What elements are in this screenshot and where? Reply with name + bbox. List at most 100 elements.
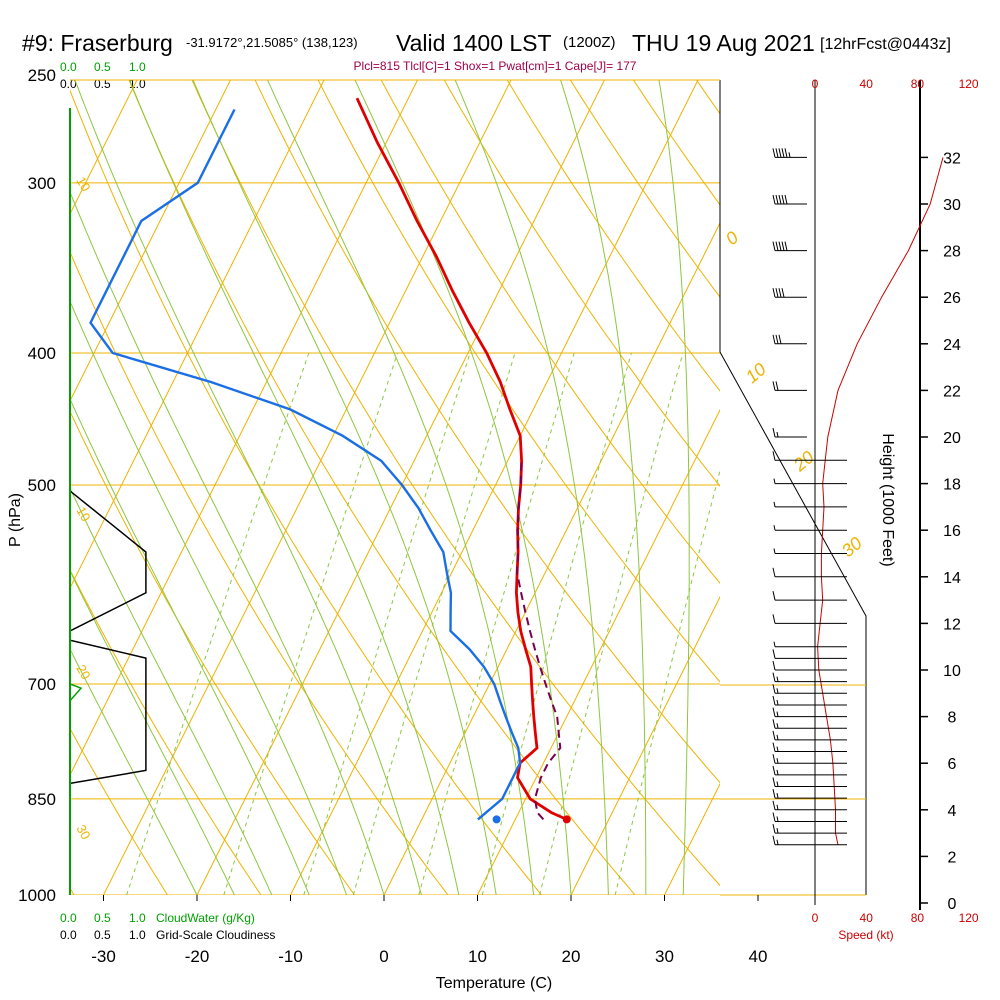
wind-barb-feather xyxy=(778,288,782,298)
wind-barb-feather xyxy=(772,812,776,822)
wind-barb-half-feather xyxy=(773,548,776,554)
wind-barb-feather xyxy=(775,241,779,251)
station-coordinates: -31.9172°,21.5085° (138,123) xyxy=(186,35,358,50)
wind-barb-half-feather xyxy=(776,793,779,799)
isotherm-line xyxy=(570,595,720,895)
wind-barb-half-feather xyxy=(773,478,776,484)
temperature-tick-label: -30 xyxy=(91,947,116,966)
pressure-tick-label: 400 xyxy=(28,344,56,363)
wind-barb-feather xyxy=(772,730,776,741)
wind-barb-half-feather xyxy=(788,152,791,158)
cloudiness-scale-0-bottom: 0.0 xyxy=(60,928,77,942)
wind-barb-feather xyxy=(772,567,776,577)
dry-adiabat-line xyxy=(380,80,720,584)
pressure-tick-label: 700 xyxy=(28,675,56,694)
height-tick-label: 30 xyxy=(943,197,961,214)
height-tick-label: 2 xyxy=(948,849,957,866)
temperature-tick-label: 0 xyxy=(379,947,388,966)
wind-barb-feather xyxy=(784,194,788,205)
temperature-line xyxy=(355,97,568,821)
height-tick-label: 18 xyxy=(943,477,961,494)
wind-barb-feather xyxy=(772,719,776,729)
wind-barb-half-feather xyxy=(776,758,779,764)
wind-barb-feather xyxy=(772,707,776,717)
cloudwater-scale-0-bottom: 0.0 xyxy=(60,911,77,925)
wind-barb-half-feather xyxy=(776,839,779,845)
mixing-ratio-line xyxy=(223,352,398,895)
moist-adiabat-line xyxy=(70,569,235,895)
speed-axis-title: Speed (kt) xyxy=(838,928,893,942)
wind-barb-feather xyxy=(772,765,776,775)
height-tick-label: 24 xyxy=(943,337,961,354)
wind-barb-feather xyxy=(772,241,776,251)
moist-adiabat-line xyxy=(70,647,198,895)
sounding-profiles xyxy=(70,97,571,824)
wind-barb-feather xyxy=(772,381,776,391)
speed-tick-label-top: 120 xyxy=(959,77,979,91)
cloudwater-scale-1-top: 0.5 xyxy=(94,60,111,74)
wind-barb-half-feather xyxy=(773,501,776,507)
cloudiness-profile xyxy=(70,490,147,785)
mixing-ratio-line xyxy=(539,352,684,895)
moist-adiabat-line xyxy=(70,190,385,895)
height-tick-label: 4 xyxy=(948,803,957,820)
isotherm-line xyxy=(290,80,699,895)
wind-barb-feather xyxy=(772,288,776,298)
isotherm-line xyxy=(383,221,720,895)
cloudwater-title: CloudWater (g/Kg) xyxy=(156,911,255,925)
isotherm-line xyxy=(70,80,138,216)
y-axis-title: P (hPa) xyxy=(7,493,24,547)
mixing-ratio-line xyxy=(303,352,471,895)
wind-barb-feather xyxy=(775,381,779,391)
height-tick-label: 22 xyxy=(943,383,961,400)
valid-time: Valid 1400 LST xyxy=(396,30,552,56)
wind-barb-feather xyxy=(772,835,776,845)
x-axis-title: Temperature (C) xyxy=(436,975,552,992)
temperature-tick-label: 30 xyxy=(655,947,674,966)
moist-adiabat-line xyxy=(70,397,310,895)
wind-barb-feather xyxy=(772,427,776,438)
isotherm-line xyxy=(477,408,720,895)
wind-barb-feather xyxy=(778,334,782,344)
cloudiness-scale-0-top: 0.0 xyxy=(60,77,77,91)
wind-barb-feather xyxy=(772,194,776,205)
wind-barb-feather xyxy=(772,148,776,158)
wind-barb-feather xyxy=(778,194,782,205)
forecast-label: [12hrFcst@0443z] xyxy=(820,36,951,53)
pressure-tick-label: 300 xyxy=(28,174,56,193)
moist-adiabat-line xyxy=(454,80,609,895)
speed-tick-label-top: 40 xyxy=(860,77,874,91)
wind-barb-feather xyxy=(778,148,782,158)
wind-barb-feather xyxy=(784,241,788,251)
isotherm-line xyxy=(70,80,232,403)
dry-adiabat-line xyxy=(70,568,262,895)
mixing-ratio-line xyxy=(418,352,575,895)
mixing-ratio-line xyxy=(614,468,720,895)
wind-barb-feather xyxy=(772,823,776,834)
moist-adiabat-line xyxy=(354,80,572,895)
height-tick-label: 12 xyxy=(943,616,961,633)
height-tick-label: 16 xyxy=(943,523,961,540)
speed-tick-label-top: 0 xyxy=(812,77,819,91)
height-tick-label: 14 xyxy=(943,570,961,587)
wind-barb-feather xyxy=(772,660,776,671)
cloudwater-scale-2-top: 1.0 xyxy=(129,60,146,74)
cloudwater-scale-2-bottom: 1.0 xyxy=(129,911,146,925)
wind-barb-feather xyxy=(781,288,785,298)
adiabat-label: 20 xyxy=(73,662,93,682)
dry-adiabat-line xyxy=(128,80,636,895)
wind-barb-feather xyxy=(778,241,782,251)
cloudiness-scale-2-bottom: 1.0 xyxy=(129,928,146,942)
wind-barb-feather xyxy=(781,148,785,158)
dry-adiabat-line xyxy=(191,80,720,887)
mixing-ratio-line xyxy=(481,352,632,895)
wind-barb-half-feather xyxy=(776,769,779,775)
moist-adiabat-line xyxy=(70,300,348,895)
cloudiness-scale-1-bottom: 0.5 xyxy=(94,928,111,942)
dry-adiabat-line xyxy=(506,80,720,392)
wind-barb-feather xyxy=(772,672,776,682)
dry-adiabat-line xyxy=(70,250,449,895)
dry-adiabat-line xyxy=(70,89,542,895)
isotherm-line xyxy=(103,80,512,895)
wind-barb-feather xyxy=(781,241,785,251)
